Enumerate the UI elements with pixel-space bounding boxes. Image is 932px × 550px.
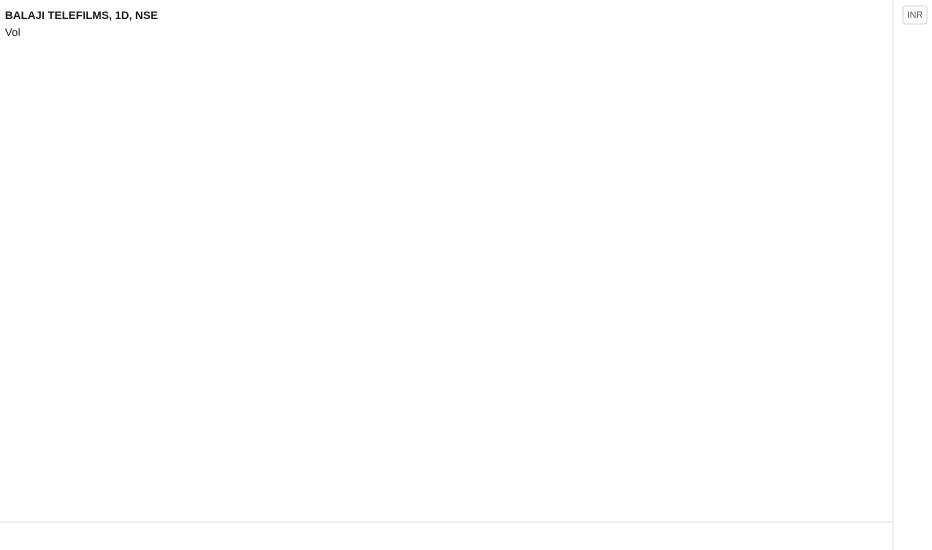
chart-title: BALAJI TELEFILMS, 1D, NSE xyxy=(5,10,158,22)
currency-button[interactable] xyxy=(902,5,928,25)
currency-label: INR xyxy=(907,10,923,20)
chart-subtitle: Vol xyxy=(5,27,20,39)
